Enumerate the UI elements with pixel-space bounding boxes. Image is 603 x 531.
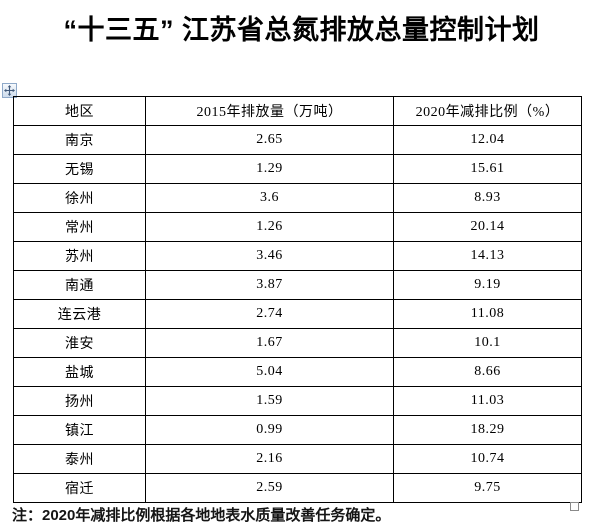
reduction-cell: 11.03 <box>393 386 582 416</box>
region-cell: 淮安 <box>13 328 146 358</box>
reduction-cell: 10.1 <box>393 328 582 358</box>
emission-cell: 3.87 <box>145 270 394 300</box>
column-header: 地区 <box>13 96 146 126</box>
emission-cell: 3.46 <box>145 241 394 271</box>
emission-cell: 1.29 <box>145 154 394 184</box>
region-cell: 泰州 <box>13 444 146 474</box>
reduction-cell: 11.08 <box>393 299 582 329</box>
page-title: “十三五” 江苏省总氮排放总量控制计划 <box>63 15 540 45</box>
table-header-row: 地区 2015年排放量（万吨） 2020年减排比例（%） <box>13 96 582 126</box>
emission-cell: 0.99 <box>145 415 394 445</box>
region-cell: 无锡 <box>13 154 146 184</box>
footnote: 注：2020年减排比例根据各地地表水质量改善任务确定。 <box>12 507 391 524</box>
table-row: 淮安 1.67 10.1 <box>13 328 582 358</box>
table-row: 南京 2.65 12.04 <box>13 125 582 155</box>
region-cell: 镇江 <box>13 415 146 445</box>
emission-cell: 1.26 <box>145 212 394 242</box>
region-cell: 徐州 <box>13 183 146 213</box>
region-cell: 盐城 <box>13 357 146 387</box>
emission-cell: 1.59 <box>145 386 394 416</box>
reduction-cell: 12.04 <box>393 125 582 155</box>
table-row: 宿迁 2.59 9.75 <box>13 473 582 503</box>
emissions-table: 地区 2015年排放量（万吨） 2020年减排比例（%） 南京 2.65 12.04 无锡… <box>13 96 582 503</box>
table-row: 常州 1.26 20.14 <box>13 212 582 242</box>
reduction-cell: 15.61 <box>393 154 582 184</box>
table-row: 苏州 3.46 14.13 <box>13 241 582 271</box>
table-move-handle[interactable] <box>2 83 17 98</box>
reduction-cell: 10.74 <box>393 444 582 474</box>
move-icon <box>4 85 15 96</box>
table-row: 无锡 1.29 15.61 <box>13 154 582 184</box>
reduction-cell: 8.66 <box>393 357 582 387</box>
region-cell: 南京 <box>13 125 146 155</box>
table-row: 泰州 2.16 10.74 <box>13 444 582 474</box>
table-row: 镇江 0.99 18.29 <box>13 415 582 445</box>
table-resize-handle[interactable] <box>570 502 579 511</box>
region-cell: 南通 <box>13 270 146 300</box>
region-cell: 苏州 <box>13 241 146 271</box>
region-cell: 扬州 <box>13 386 146 416</box>
reduction-cell: 9.75 <box>393 473 582 503</box>
reduction-cell: 8.93 <box>393 183 582 213</box>
emission-cell: 2.16 <box>145 444 394 474</box>
table-row: 南通 3.87 9.19 <box>13 270 582 300</box>
reduction-cell: 9.19 <box>393 270 582 300</box>
reduction-cell: 14.13 <box>393 241 582 271</box>
emission-cell: 5.04 <box>145 357 394 387</box>
column-header: 2015年排放量（万吨） <box>145 96 394 126</box>
table-row: 连云港 2.74 11.08 <box>13 299 582 329</box>
emission-cell: 3.6 <box>145 183 394 213</box>
emission-cell: 2.59 <box>145 473 394 503</box>
emission-cell: 1.67 <box>145 328 394 358</box>
region-cell: 宿迁 <box>13 473 146 503</box>
region-cell: 连云港 <box>13 299 146 329</box>
region-cell: 常州 <box>13 212 146 242</box>
reduction-cell: 20.14 <box>393 212 582 242</box>
table-row: 徐州 3.6 8.93 <box>13 183 582 213</box>
reduction-cell: 18.29 <box>393 415 582 445</box>
table-row: 扬州 1.59 11.03 <box>13 386 582 416</box>
column-header: 2020年减排比例（%） <box>393 96 582 126</box>
table-row: 盐城 5.04 8.66 <box>13 357 582 387</box>
emission-cell: 2.65 <box>145 125 394 155</box>
emission-cell: 2.74 <box>145 299 394 329</box>
